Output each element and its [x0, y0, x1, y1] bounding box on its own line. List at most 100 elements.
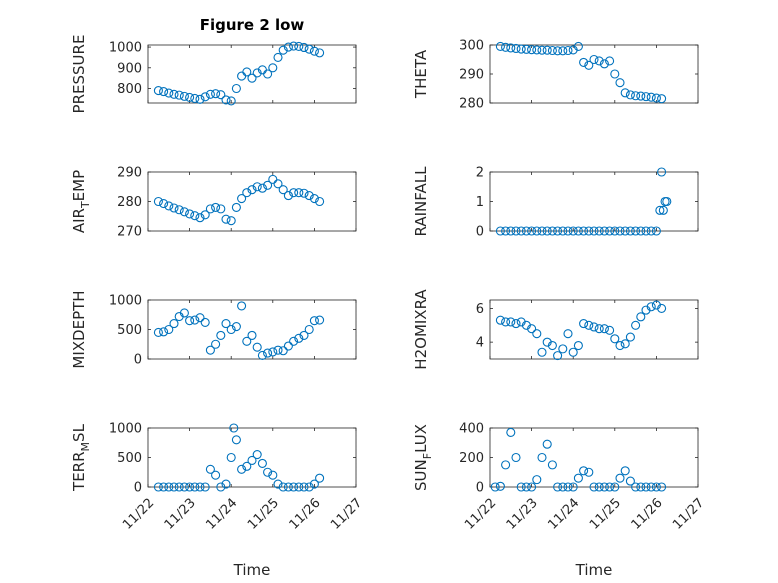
data-point [200, 317, 210, 327]
data-point [641, 226, 651, 236]
data-point [309, 316, 319, 326]
data-point [309, 194, 319, 204]
data-point [226, 96, 236, 106]
data-point [537, 226, 547, 236]
data-point [289, 41, 299, 51]
data-point [294, 188, 304, 198]
data-point [263, 69, 273, 79]
data-point [558, 226, 568, 236]
data-point [537, 45, 547, 55]
data-point [268, 347, 278, 357]
data-point [579, 319, 589, 329]
axes-box [489, 171, 699, 232]
data-point [200, 210, 210, 220]
data-point [501, 317, 511, 327]
data-point [537, 347, 547, 357]
y-axis-label: RAINFALL [412, 166, 430, 237]
data-point [231, 435, 241, 445]
data-point [263, 467, 273, 477]
data-point [532, 226, 542, 236]
data-point [651, 226, 661, 236]
data-point [289, 188, 299, 198]
data-point [615, 473, 625, 483]
data-point [273, 479, 283, 489]
data-point [247, 330, 257, 340]
data-point [211, 470, 221, 480]
data-point [625, 332, 635, 342]
x-tick-label: 11/26 [287, 496, 324, 533]
data-point [516, 44, 526, 54]
data-point [532, 475, 542, 485]
data-point [610, 482, 620, 492]
data-point [205, 204, 215, 214]
data-point [501, 42, 511, 52]
panel-terr-msl: 0 500 1000 11/22 11/23 11/24 11/25 11/26 11/27 TE… [70, 422, 365, 533]
data-point [153, 86, 163, 96]
data-point [563, 226, 573, 236]
data-point [521, 482, 531, 492]
data-point [506, 317, 516, 327]
data-point [216, 90, 226, 100]
y-tick-label: 2 [476, 166, 484, 181]
data-point [521, 44, 531, 54]
data-point [159, 87, 169, 97]
data-point [527, 226, 537, 236]
data-point [568, 347, 578, 357]
y-axis-label: THETA [412, 49, 430, 99]
data-point [563, 329, 573, 339]
data-point [646, 482, 656, 492]
data-point [620, 339, 630, 349]
data-point [200, 482, 210, 492]
x-axis-label-right: Time [575, 561, 613, 579]
data-point [553, 226, 563, 236]
data-point [542, 439, 552, 449]
data-point [610, 69, 620, 79]
data-point [589, 322, 599, 332]
data-point [516, 226, 526, 236]
data-point [174, 90, 184, 100]
data-point [185, 92, 195, 102]
y-tick-label: 1000 [109, 422, 142, 437]
data-point [573, 340, 583, 351]
data-point [185, 482, 195, 492]
data-point [242, 67, 252, 77]
panel-rainfall: 0 1 2 RAINFALL [412, 166, 699, 240]
data-point [641, 92, 651, 102]
y-axis-label: MIXDEPTH [70, 290, 88, 368]
data-point [237, 464, 247, 474]
data-point [211, 89, 221, 99]
data-point [527, 482, 537, 492]
data-point [226, 452, 236, 463]
data-point [195, 313, 205, 323]
data-point [273, 52, 283, 62]
data-point [231, 202, 241, 212]
data-point [283, 341, 293, 351]
data-point [268, 470, 278, 480]
data-point [662, 196, 672, 207]
data-point [242, 336, 252, 346]
data-point [605, 226, 615, 236]
data-point [605, 482, 615, 492]
data-point [625, 226, 635, 236]
x-tick-label: 11/24 [203, 496, 240, 533]
data-point [553, 482, 563, 492]
data-point [231, 321, 241, 332]
data-point [268, 63, 278, 73]
data-point [506, 226, 516, 236]
x-tick-label: 11/25 [587, 496, 624, 533]
y-tick-label: 0 [476, 225, 484, 240]
data-point [655, 205, 665, 215]
data-point [599, 226, 609, 236]
data-point [589, 54, 599, 65]
panel-air-temp: 270 280 290 AIRTEMP [70, 166, 357, 240]
y-tick-label: 800 [117, 82, 142, 97]
data-point [289, 482, 299, 492]
data-point [278, 185, 288, 195]
data-point [164, 324, 174, 335]
y-tick-label: 1000 [109, 294, 142, 309]
data-point [495, 315, 505, 325]
data-point [299, 330, 309, 340]
data-point [211, 339, 221, 349]
data-point [646, 302, 656, 312]
